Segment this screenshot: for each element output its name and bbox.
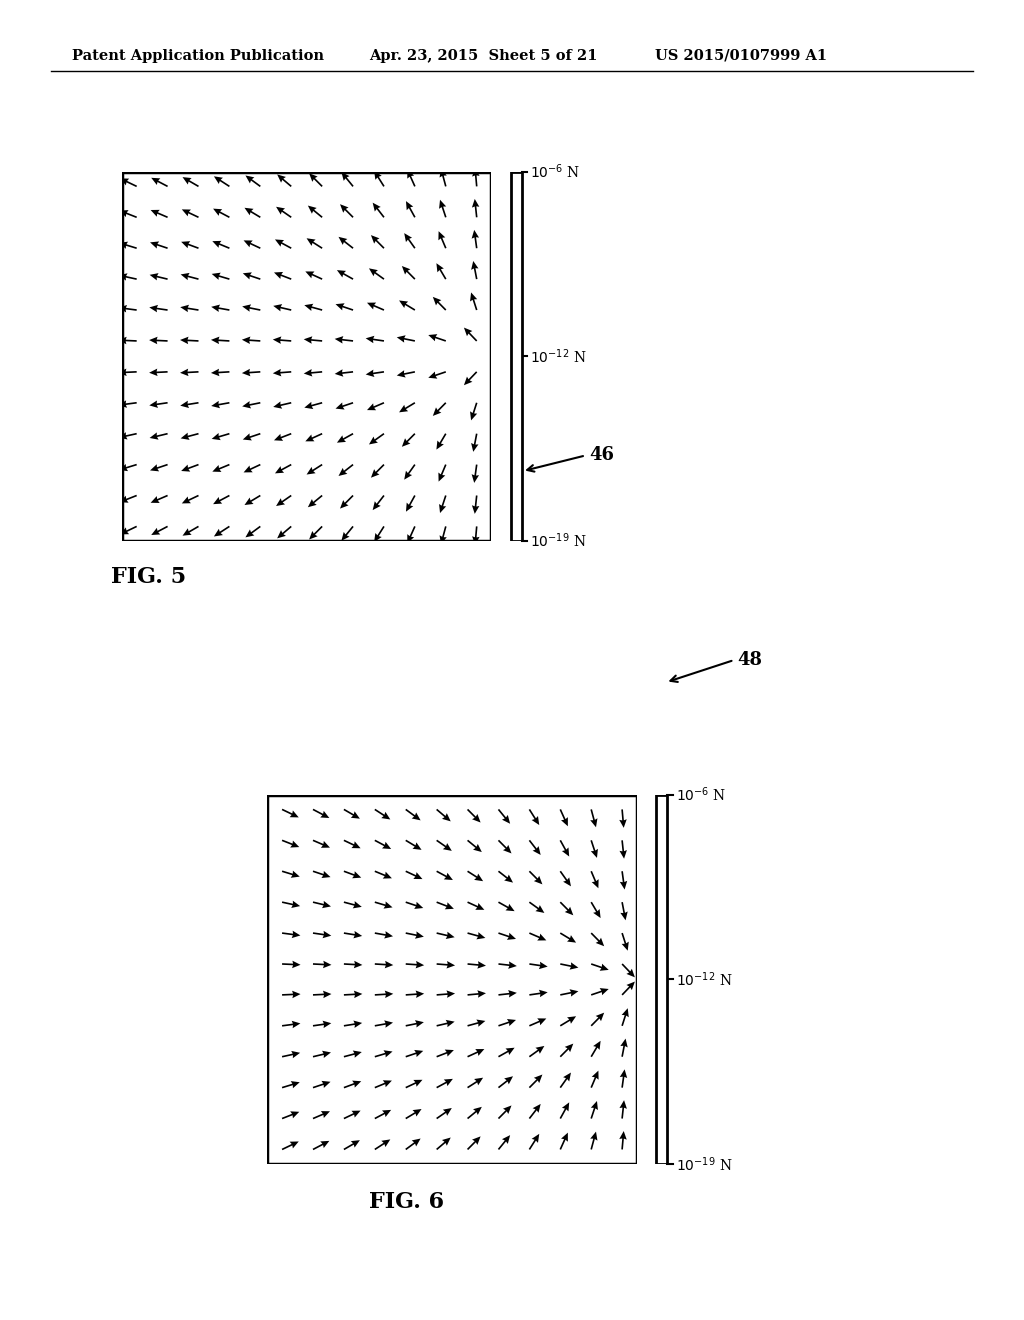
Text: $10^{-6}$ N: $10^{-6}$ N xyxy=(676,785,726,804)
Text: US 2015/0107999 A1: US 2015/0107999 A1 xyxy=(655,49,827,63)
Text: 48: 48 xyxy=(737,651,762,669)
Text: Patent Application Publication: Patent Application Publication xyxy=(72,49,324,63)
Text: FIG. 5: FIG. 5 xyxy=(111,566,185,589)
Text: $10^{-12}$ N: $10^{-12}$ N xyxy=(530,347,587,366)
Bar xyxy=(511,172,521,541)
Text: $10^{-6}$ N: $10^{-6}$ N xyxy=(530,162,581,181)
Text: $10^{-12}$ N: $10^{-12}$ N xyxy=(676,970,732,989)
Text: Apr. 23, 2015  Sheet 5 of 21: Apr. 23, 2015 Sheet 5 of 21 xyxy=(369,49,597,63)
Text: 46: 46 xyxy=(589,446,613,465)
Text: $10^{-19}$ N: $10^{-19}$ N xyxy=(530,532,587,550)
Text: $10^{-19}$ N: $10^{-19}$ N xyxy=(676,1155,732,1173)
Text: FIG. 6: FIG. 6 xyxy=(369,1191,443,1213)
Bar xyxy=(656,795,667,1164)
